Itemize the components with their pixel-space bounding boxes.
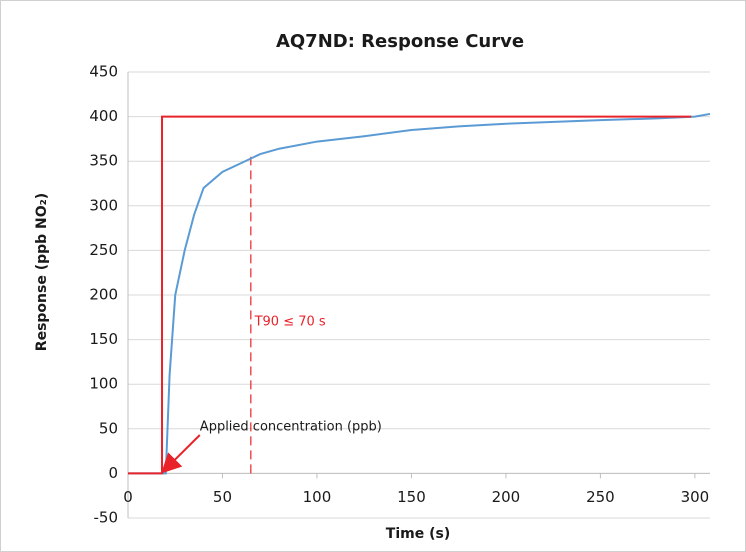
series-line [128,112,711,475]
x-tick-label: 100 [303,488,332,506]
x-tick-label: 150 [397,488,426,506]
x-axis-title: Time (s) [386,526,450,542]
y-tick-label: 50 [99,419,118,437]
y-tick-label: 100 [89,375,118,393]
y-tick-label: 0 [108,464,118,482]
annotation: T90 ≤ 70 s [254,314,326,329]
x-tick-label: 250 [586,488,615,506]
x-tick-label: 200 [492,488,521,506]
chart-title: AQ7ND: Response Curve [276,31,524,52]
y-tick-label: 300 [89,196,118,214]
annotation-arrow [161,434,201,474]
x-tick-label: 0 [123,488,133,506]
y-tick-label: 400 [89,107,118,125]
y-tick-label: 250 [89,241,118,259]
y-tick-label: 350 [89,152,118,170]
y-tick-label: -50 [94,509,119,527]
y-axis-title: Response (ppb NO₂) [34,193,50,351]
x-tick-label: 300 [681,488,710,506]
y-tick-label: 150 [89,330,118,348]
x-tick-label: 50 [213,488,232,506]
annotation: Applied concentration (ppb) [200,420,382,435]
series-line [128,115,692,475]
y-tick-label: 450 [89,63,118,81]
y-tick-label: 200 [89,286,118,304]
